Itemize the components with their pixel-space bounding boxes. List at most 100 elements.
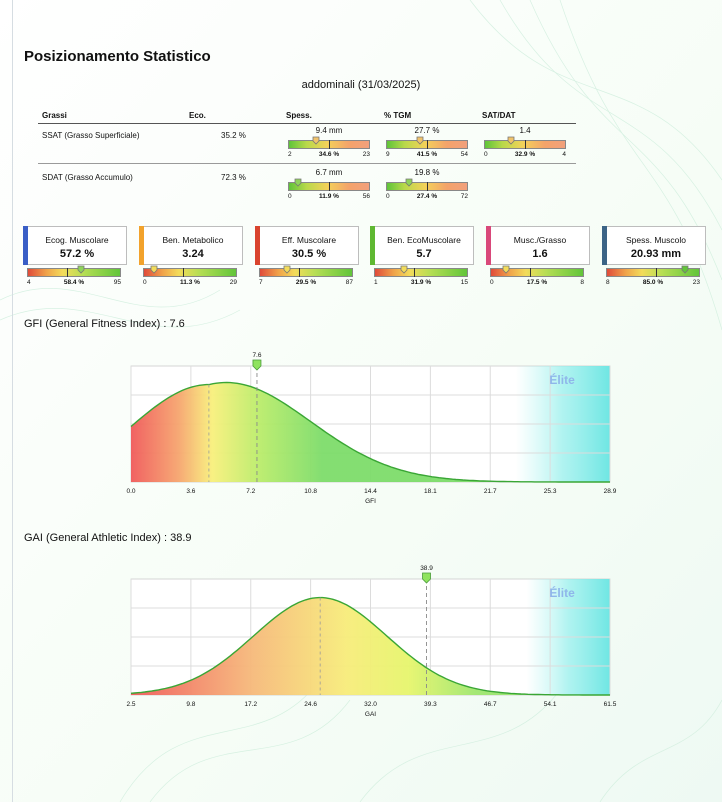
- kpi-value: 5.7: [416, 248, 432, 260]
- header-eco: Eco.: [189, 111, 206, 120]
- gauge-min: 0: [386, 193, 390, 200]
- table-row-ssat: SSAT (Grasso Superficiale) 35.2 % 9.4 mm…: [38, 124, 576, 168]
- gauge-value: 27.7 %: [414, 126, 440, 135]
- spess-gauge: 6.7 mm 0 56 11.9 %: [288, 167, 370, 203]
- gauge-pin: [502, 265, 510, 274]
- elite-label: Élite: [549, 372, 575, 387]
- marker-label: 38.9: [420, 565, 433, 572]
- gauge-track: [374, 268, 468, 277]
- x-tick-label: 10.8: [304, 488, 317, 495]
- kpi-value: 20.93 mm: [630, 248, 682, 260]
- gauge-max: 15: [460, 279, 468, 286]
- kpi-card: Musc./Grasso 1.6: [486, 226, 590, 265]
- x-tick-label: 46.7: [484, 701, 497, 708]
- kpi-card: Ecog. Muscolare 57.2 %: [23, 226, 127, 265]
- x-tick-label: 0.0: [126, 488, 135, 495]
- gauge-percentile: 27.4 %: [416, 193, 438, 200]
- gauge-min: 1: [374, 279, 378, 286]
- elite-zone: [515, 366, 610, 482]
- distribution-curve: [130, 381, 610, 483]
- x-tick-label: 9.8: [186, 701, 195, 708]
- kpi-value: 3.24: [182, 248, 204, 260]
- header-grassi: Grassi: [42, 111, 67, 120]
- gauge-track: [143, 268, 237, 277]
- gauge-track: [27, 268, 121, 277]
- gauge-pin: [507, 136, 515, 145]
- gfi-chart-title: GFI (General Fitness Index) : 7.6: [24, 318, 185, 330]
- gauge-percentile: 31.9 %: [410, 279, 432, 286]
- gauge-median-mark: [183, 268, 184, 277]
- kpi-color-stripe: [370, 226, 375, 265]
- gauge-percentile: 34.6 %: [318, 151, 340, 158]
- x-tick-label: 2.5: [126, 701, 135, 708]
- x-axis-label: GAI: [365, 711, 376, 718]
- gauge-pin: [294, 178, 302, 187]
- marker-pin: [422, 572, 431, 584]
- eco-value: 35.2 %: [221, 131, 246, 140]
- gauge-pin: [283, 265, 291, 274]
- kpi-color-stripe: [602, 226, 607, 265]
- gauge-track: [259, 268, 353, 277]
- header-sat-dat: SAT/DAT: [482, 111, 516, 120]
- gauge-min: 9: [386, 151, 390, 158]
- gauge-min: 8: [606, 279, 610, 286]
- header-divider: [38, 123, 576, 124]
- kpi-color-stripe: [486, 226, 491, 265]
- gauge-percentile: 11.3 %: [180, 279, 200, 286]
- gauge-min: 0: [143, 279, 147, 286]
- kpi-label: Musc./Grasso: [513, 235, 567, 245]
- gauge-max: 8: [580, 279, 584, 286]
- kpi-color-stripe: [23, 226, 28, 265]
- header-tgm: % TGM: [384, 111, 412, 120]
- gauge-track: [606, 268, 700, 277]
- x-tick-label: 24.6: [304, 701, 317, 708]
- x-tick-label: 28.9: [604, 488, 617, 495]
- gauge-percentile: 17.5 %: [526, 279, 548, 286]
- kpi-value: 30.5 %: [291, 248, 327, 260]
- gauge-median-mark: [656, 268, 657, 277]
- gauge-median-mark: [67, 268, 68, 277]
- gauge-percentile: 58.4 %: [63, 279, 85, 286]
- kpi-gauge: 0 29 11.3 %: [143, 265, 237, 290]
- kpi-value: 1.6: [532, 248, 548, 260]
- marker-label: 7.6: [252, 352, 261, 359]
- gauge-value: 9.4 mm: [315, 126, 343, 135]
- sat-dat-gauge: 1.4 0 4 32.9 %: [484, 125, 566, 161]
- gauge-pin: [416, 136, 424, 145]
- gauge-min: 0: [288, 193, 292, 200]
- kpi-label: Ben. EcoMuscolare: [387, 235, 461, 245]
- kpi-card: Ben. Metabolico 3.24: [139, 226, 243, 265]
- kpi-gauge: 7 87 29.5 %: [259, 265, 353, 290]
- gauge-percentile: 29.5 %: [295, 279, 317, 286]
- gauge-value: 19.8 %: [414, 168, 440, 177]
- gauge-min: 0: [484, 151, 488, 158]
- kpi-label: Spess. Muscolo: [626, 235, 686, 245]
- gauge-median-mark: [329, 182, 330, 191]
- gauge-pin: [681, 265, 689, 274]
- row-label: SSAT (Grasso Superficiale): [42, 131, 140, 140]
- gauge-max: 95: [113, 279, 121, 286]
- gauge-percentile: 41.5 %: [416, 151, 438, 158]
- kpi-gauge: 1 15 31.9 %: [374, 265, 468, 290]
- x-tick-label: 17.2: [244, 701, 257, 708]
- elite-label: Élite: [549, 585, 575, 600]
- tgm-gauge: 27.7 % 9 54 41.5 %: [386, 125, 468, 161]
- page-title: Posizionamento Statistico: [24, 48, 211, 65]
- kpi-value: 57.2 %: [59, 248, 95, 260]
- x-tick-label: 14.4: [364, 488, 377, 495]
- gauge-max: 23: [362, 151, 370, 158]
- header-spess: Spess.: [286, 111, 312, 120]
- gauge-median-mark: [329, 140, 330, 149]
- tgm-gauge: 19.8 % 0 72 27.4 %: [386, 167, 468, 203]
- gauge-median-mark: [414, 268, 415, 277]
- gauge-max: 4: [562, 151, 566, 158]
- left-border-line: [12, 0, 13, 802]
- x-tick-label: 18.1: [424, 488, 437, 495]
- gauge-pin: [405, 178, 413, 187]
- gauge-percentile: 11.9 %: [319, 193, 339, 200]
- gauge-pin: [77, 265, 85, 274]
- elite-zone: [526, 579, 610, 695]
- distribution-curve: [130, 596, 610, 696]
